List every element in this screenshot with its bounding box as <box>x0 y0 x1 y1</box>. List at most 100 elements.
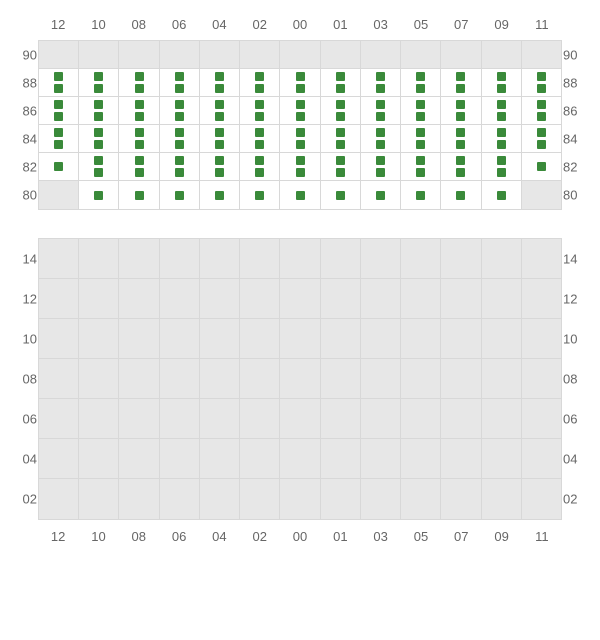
grid-cell[interactable] <box>39 479 79 519</box>
grid-cell[interactable] <box>240 439 280 479</box>
grid-cell[interactable] <box>441 153 481 181</box>
grid-cell[interactable] <box>482 239 522 279</box>
grid-cell[interactable] <box>361 399 401 439</box>
grid-cell[interactable] <box>441 439 481 479</box>
grid-cell[interactable] <box>39 439 79 479</box>
grid-cell[interactable] <box>441 239 481 279</box>
grid-cell[interactable] <box>321 153 361 181</box>
grid-cell[interactable] <box>79 97 119 125</box>
grid-cell[interactable] <box>522 153 561 181</box>
grid-cell[interactable] <box>482 181 522 209</box>
grid-cell[interactable] <box>441 41 481 69</box>
grid-cell[interactable] <box>200 239 240 279</box>
grid-cell[interactable] <box>200 97 240 125</box>
grid-cell[interactable] <box>401 41 441 69</box>
grid-cell[interactable] <box>240 41 280 69</box>
grid-cell[interactable] <box>361 359 401 399</box>
grid-cell[interactable] <box>79 439 119 479</box>
grid-cell[interactable] <box>280 359 320 399</box>
grid-cell[interactable] <box>280 319 320 359</box>
grid-cell[interactable] <box>321 319 361 359</box>
grid-cell[interactable] <box>79 399 119 439</box>
grid-cell[interactable] <box>522 359 561 399</box>
grid-cell[interactable] <box>321 479 361 519</box>
grid-cell[interactable] <box>482 359 522 399</box>
grid-cell[interactable] <box>280 399 320 439</box>
grid-cell[interactable] <box>160 181 200 209</box>
grid-cell[interactable] <box>79 319 119 359</box>
grid-cell[interactable] <box>401 125 441 153</box>
grid-cell[interactable] <box>39 41 79 69</box>
grid-cell[interactable] <box>522 439 561 479</box>
grid-cell[interactable] <box>441 399 481 439</box>
grid-cell[interactable] <box>361 69 401 97</box>
grid-cell[interactable] <box>160 69 200 97</box>
grid-cell[interactable] <box>119 153 159 181</box>
grid-cell[interactable] <box>79 479 119 519</box>
grid-cell[interactable] <box>160 359 200 399</box>
grid-cell[interactable] <box>321 239 361 279</box>
grid-cell[interactable] <box>441 181 481 209</box>
grid-cell[interactable] <box>321 181 361 209</box>
grid-cell[interactable] <box>200 125 240 153</box>
grid-cell[interactable] <box>160 439 200 479</box>
grid-cell[interactable] <box>401 181 441 209</box>
grid-cell[interactable] <box>482 319 522 359</box>
grid-cell[interactable] <box>79 69 119 97</box>
grid-cell[interactable] <box>321 399 361 439</box>
grid-cell[interactable] <box>119 69 159 97</box>
grid-cell[interactable] <box>361 181 401 209</box>
grid-cell[interactable] <box>160 279 200 319</box>
grid-cell[interactable] <box>200 279 240 319</box>
grid-cell[interactable] <box>482 279 522 319</box>
grid-cell[interactable] <box>441 479 481 519</box>
grid-cell[interactable] <box>401 69 441 97</box>
grid-cell[interactable] <box>240 479 280 519</box>
grid-cell[interactable] <box>361 479 401 519</box>
grid-cell[interactable] <box>361 153 401 181</box>
grid-cell[interactable] <box>441 279 481 319</box>
grid-cell[interactable] <box>160 319 200 359</box>
grid-cell[interactable] <box>240 69 280 97</box>
grid-cell[interactable] <box>441 69 481 97</box>
grid-cell[interactable] <box>280 41 320 69</box>
grid-cell[interactable] <box>321 69 361 97</box>
grid-cell[interactable] <box>119 399 159 439</box>
grid-cell[interactable] <box>401 279 441 319</box>
grid-cell[interactable] <box>321 279 361 319</box>
grid-cell[interactable] <box>39 279 79 319</box>
grid-cell[interactable] <box>401 479 441 519</box>
grid-cell[interactable] <box>441 319 481 359</box>
grid-cell[interactable] <box>39 399 79 439</box>
grid-cell[interactable] <box>39 69 79 97</box>
grid-cell[interactable] <box>522 239 561 279</box>
grid-cell[interactable] <box>321 41 361 69</box>
grid-cell[interactable] <box>79 279 119 319</box>
grid-cell[interactable] <box>39 153 79 181</box>
grid-cell[interactable] <box>39 181 79 209</box>
grid-cell[interactable] <box>321 439 361 479</box>
grid-cell[interactable] <box>361 125 401 153</box>
grid-cell[interactable] <box>441 125 481 153</box>
grid-cell[interactable] <box>119 125 159 153</box>
grid-cell[interactable] <box>160 399 200 439</box>
grid-cell[interactable] <box>522 181 561 209</box>
grid-cell[interactable] <box>321 359 361 399</box>
grid-cell[interactable] <box>160 41 200 69</box>
grid-cell[interactable] <box>240 125 280 153</box>
grid-cell[interactable] <box>119 439 159 479</box>
grid-cell[interactable] <box>200 359 240 399</box>
grid-cell[interactable] <box>39 359 79 399</box>
grid-cell[interactable] <box>119 41 159 69</box>
grid-cell[interactable] <box>39 319 79 359</box>
grid-cell[interactable] <box>160 479 200 519</box>
grid-cell[interactable] <box>280 439 320 479</box>
grid-cell[interactable] <box>39 125 79 153</box>
grid-cell[interactable] <box>321 97 361 125</box>
grid-cell[interactable] <box>79 239 119 279</box>
grid-cell[interactable] <box>482 439 522 479</box>
grid-cell[interactable] <box>280 125 320 153</box>
grid-cell[interactable] <box>240 359 280 399</box>
grid-cell[interactable] <box>280 479 320 519</box>
grid-cell[interactable] <box>200 479 240 519</box>
